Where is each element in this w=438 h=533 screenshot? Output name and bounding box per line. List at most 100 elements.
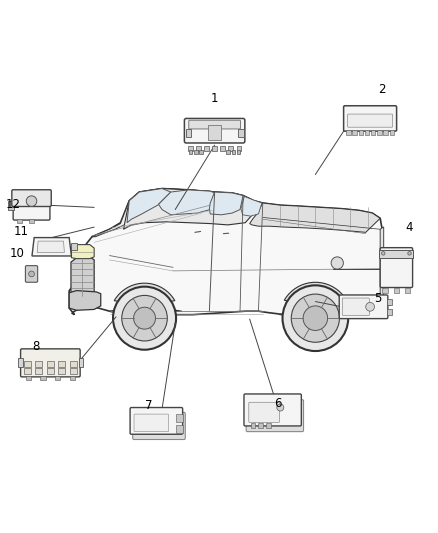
- Bar: [382, 288, 388, 293]
- Bar: [208, 125, 221, 140]
- Circle shape: [134, 307, 155, 329]
- Bar: [189, 150, 192, 155]
- Polygon shape: [110, 283, 182, 311]
- Circle shape: [26, 196, 37, 206]
- Bar: [70, 361, 77, 367]
- Circle shape: [122, 295, 167, 341]
- Polygon shape: [69, 189, 383, 317]
- Bar: [346, 130, 350, 135]
- Bar: [238, 128, 244, 138]
- Circle shape: [28, 271, 35, 277]
- FancyBboxPatch shape: [21, 349, 80, 377]
- Bar: [194, 150, 198, 155]
- Bar: [176, 425, 183, 433]
- Bar: [237, 146, 241, 151]
- Bar: [8, 201, 14, 209]
- Bar: [383, 130, 388, 135]
- Bar: [18, 359, 23, 367]
- Bar: [188, 146, 193, 151]
- FancyBboxPatch shape: [134, 414, 169, 432]
- Circle shape: [113, 287, 176, 350]
- Bar: [70, 376, 75, 380]
- FancyBboxPatch shape: [339, 295, 388, 319]
- Text: 1: 1: [211, 92, 219, 106]
- FancyBboxPatch shape: [189, 120, 240, 129]
- Circle shape: [408, 252, 411, 255]
- Circle shape: [331, 257, 343, 269]
- Bar: [199, 150, 203, 155]
- Bar: [371, 130, 375, 135]
- Text: 4: 4: [406, 221, 413, 233]
- Bar: [29, 219, 34, 223]
- Bar: [35, 368, 42, 374]
- Bar: [24, 368, 31, 374]
- FancyBboxPatch shape: [244, 394, 301, 426]
- Polygon shape: [127, 189, 171, 223]
- FancyBboxPatch shape: [130, 408, 183, 434]
- Text: 12: 12: [6, 198, 21, 211]
- Polygon shape: [32, 238, 71, 256]
- Polygon shape: [69, 290, 101, 310]
- Polygon shape: [71, 245, 94, 259]
- FancyBboxPatch shape: [246, 400, 304, 432]
- Bar: [353, 130, 357, 135]
- Bar: [266, 423, 271, 427]
- FancyBboxPatch shape: [12, 190, 51, 206]
- Bar: [212, 146, 217, 151]
- Text: 6: 6: [274, 397, 282, 410]
- Polygon shape: [159, 190, 215, 215]
- Bar: [226, 150, 230, 155]
- Circle shape: [381, 252, 385, 255]
- Circle shape: [303, 306, 328, 330]
- FancyBboxPatch shape: [249, 402, 279, 423]
- Bar: [47, 361, 54, 367]
- FancyBboxPatch shape: [343, 106, 396, 131]
- Text: 11: 11: [14, 224, 28, 238]
- Bar: [17, 219, 22, 223]
- Bar: [377, 130, 381, 135]
- Bar: [258, 423, 263, 427]
- Polygon shape: [241, 197, 262, 216]
- FancyBboxPatch shape: [184, 118, 245, 143]
- Polygon shape: [209, 192, 243, 215]
- FancyBboxPatch shape: [13, 203, 50, 220]
- Bar: [24, 361, 31, 367]
- Polygon shape: [124, 189, 263, 229]
- Bar: [220, 146, 225, 151]
- Text: 8: 8: [32, 340, 39, 353]
- Bar: [386, 309, 392, 315]
- Bar: [251, 423, 255, 427]
- Bar: [237, 150, 240, 155]
- Bar: [205, 146, 209, 151]
- Bar: [196, 146, 201, 151]
- Polygon shape: [71, 257, 94, 296]
- Bar: [394, 288, 399, 293]
- Bar: [176, 414, 183, 422]
- Bar: [365, 130, 369, 135]
- Bar: [59, 368, 66, 374]
- Text: 5: 5: [374, 292, 381, 305]
- Bar: [405, 288, 410, 293]
- Bar: [59, 361, 66, 367]
- Polygon shape: [37, 241, 64, 253]
- Bar: [55, 376, 60, 380]
- Polygon shape: [250, 203, 380, 232]
- Circle shape: [283, 285, 348, 351]
- Circle shape: [291, 294, 339, 342]
- FancyBboxPatch shape: [25, 265, 38, 282]
- Bar: [71, 243, 77, 251]
- Bar: [47, 368, 54, 374]
- Bar: [40, 376, 46, 380]
- Text: 10: 10: [9, 247, 24, 260]
- Polygon shape: [380, 227, 384, 308]
- Polygon shape: [372, 301, 385, 311]
- Bar: [35, 361, 42, 367]
- Bar: [379, 250, 413, 258]
- Bar: [26, 376, 31, 380]
- FancyBboxPatch shape: [342, 298, 369, 316]
- Text: 2: 2: [378, 83, 386, 96]
- Bar: [229, 146, 233, 151]
- FancyBboxPatch shape: [133, 413, 185, 440]
- Bar: [79, 359, 83, 367]
- Circle shape: [277, 404, 284, 411]
